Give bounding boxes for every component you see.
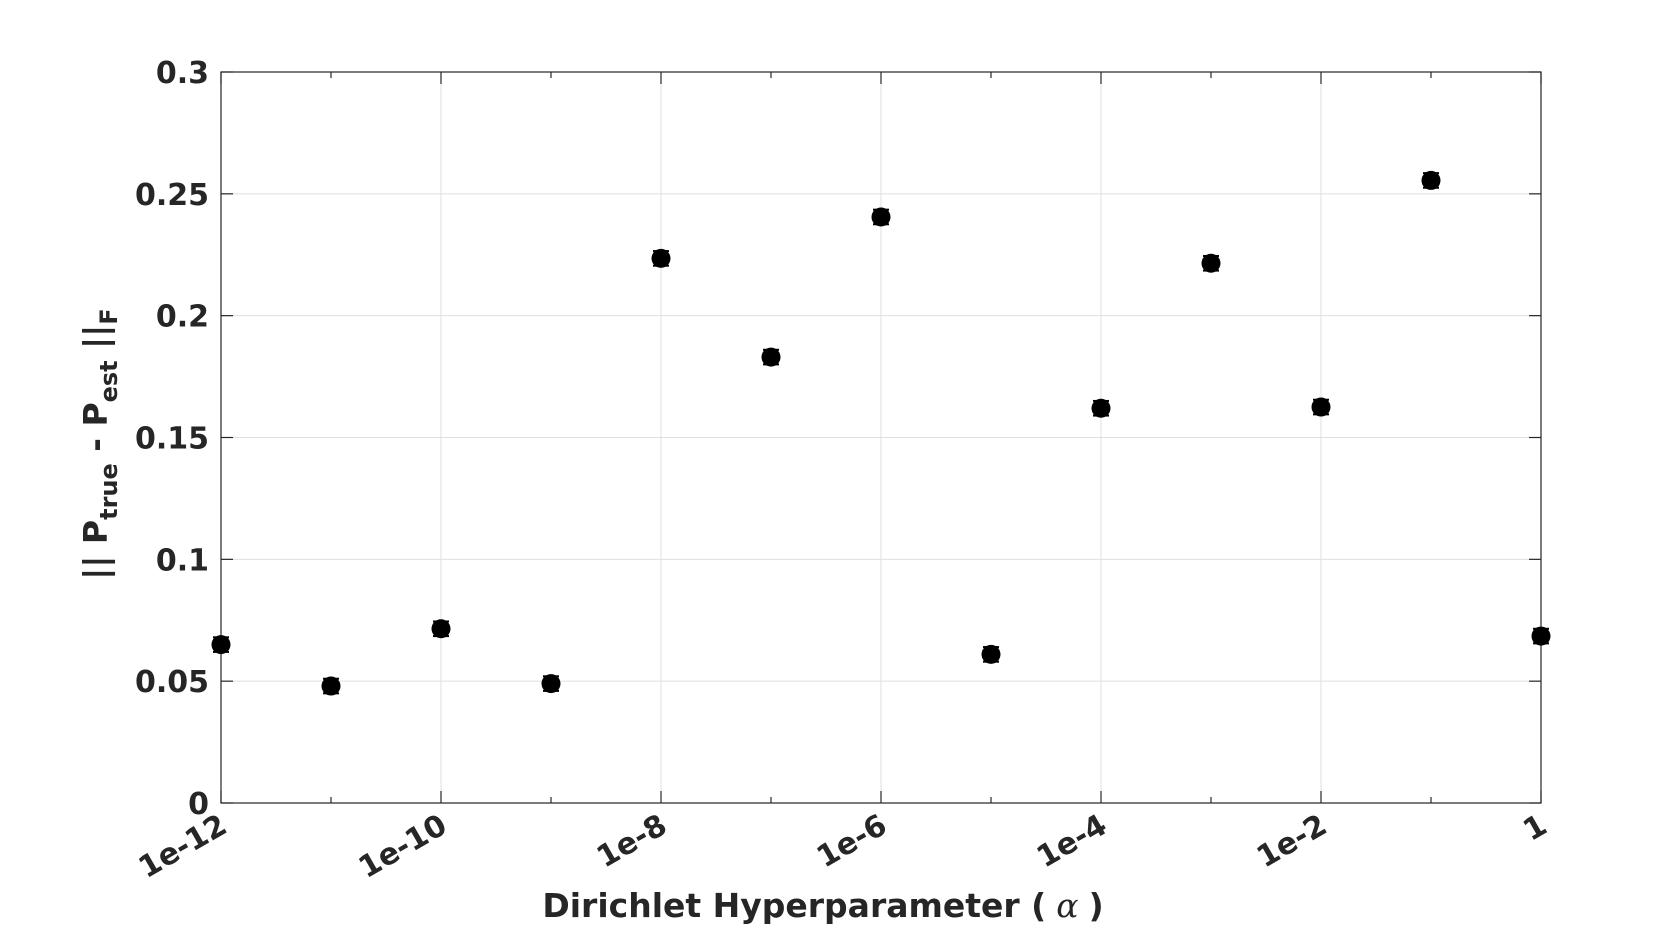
y-tick-label: 0: [188, 787, 209, 822]
data-point-group: [1531, 626, 1551, 646]
data-point-group: [1421, 170, 1441, 190]
data-point: [651, 248, 671, 268]
data-point: [1311, 397, 1331, 417]
data-point: [1201, 253, 1221, 273]
data-point-group: [1311, 397, 1331, 417]
data-point: [321, 676, 341, 696]
axis-ticks: [220, 71, 1542, 804]
x-tick-label: 1e-6: [811, 808, 893, 876]
data-point-group: [761, 347, 781, 367]
y-tick-label: 0.15: [135, 422, 209, 457]
data-point-group: [431, 619, 451, 639]
x-axis-label: Dirichlet Hyperparameter (α): [542, 886, 1103, 925]
data-point-group: [981, 644, 1001, 664]
y-tick-label: 0.3: [156, 56, 209, 91]
data-point-group: [211, 635, 231, 655]
grid: [221, 72, 1541, 803]
x-tick-label: 1e-2: [1251, 808, 1333, 876]
data-point-group: [871, 207, 891, 227]
x-tick-label: 1: [1517, 808, 1553, 849]
data-point: [211, 635, 231, 655]
x-tick-label: 1e-8: [591, 808, 673, 876]
data-point-group: [651, 248, 671, 268]
y-tick-label: 0.1: [156, 543, 209, 578]
data-point: [1531, 626, 1551, 646]
y-tick-label: 0.05: [135, 665, 209, 700]
data-point-group: [541, 674, 561, 694]
data-point: [981, 644, 1001, 664]
data-point: [1091, 398, 1111, 418]
data-point: [871, 207, 891, 227]
data-point: [761, 347, 781, 367]
x-tick-label: 1e-12: [133, 808, 233, 886]
x-tick-labels: 1e-12 1e-10 1e-8 1e-6 1e-4 1e-2 1: [133, 808, 1553, 886]
y-tick-labels: 0 0.05 0.1 0.15 0.2 0.25 0.3: [135, 56, 209, 822]
data-points: [211, 170, 1551, 696]
data-point-group: [1201, 253, 1221, 273]
data-point: [541, 674, 561, 694]
data-point: [1421, 170, 1441, 190]
y-axis-label: || Ptrue - Pest ||F: [76, 308, 123, 579]
data-point-group: [1091, 398, 1111, 418]
y-tick-label: 0.2: [156, 300, 209, 335]
data-point-group: [321, 676, 341, 696]
x-tick-label: 1e-10: [353, 808, 453, 886]
y-tick-label: 0.25: [135, 178, 209, 213]
data-point: [431, 619, 451, 639]
x-tick-label: 1e-4: [1031, 808, 1113, 876]
